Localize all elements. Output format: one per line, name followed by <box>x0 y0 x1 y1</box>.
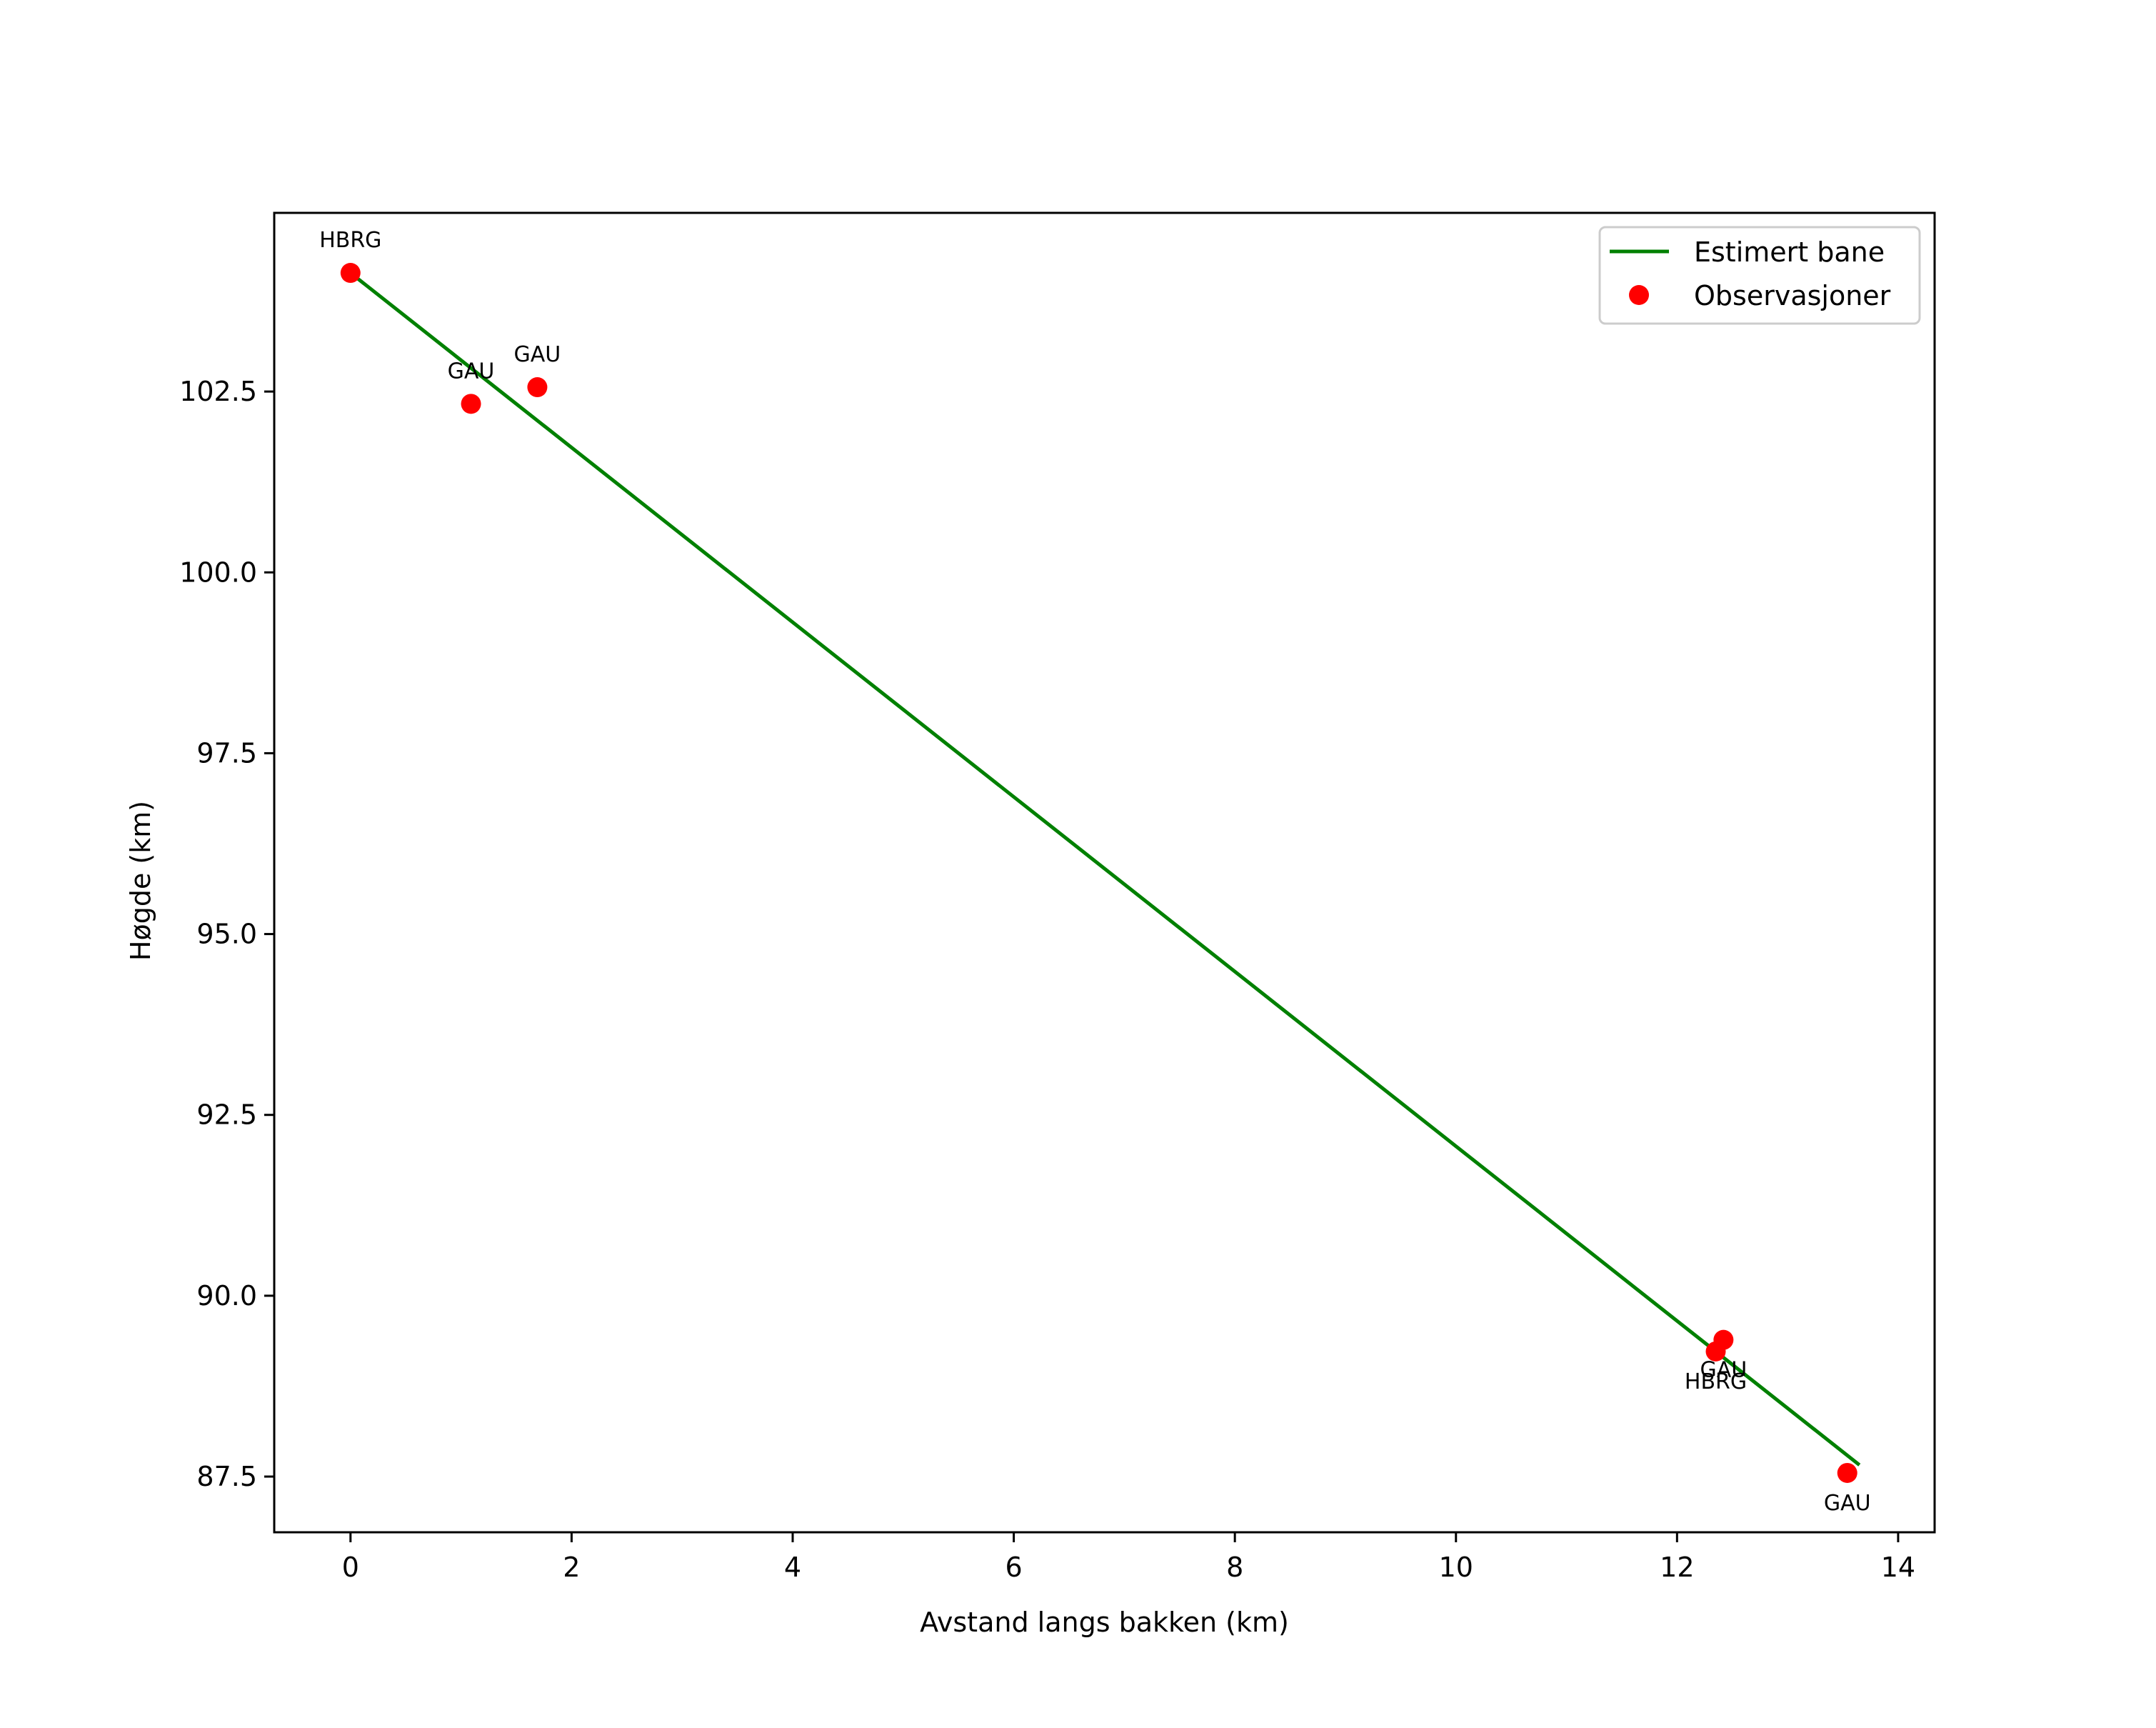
x-tick-label: 12 <box>1660 1552 1694 1583</box>
y-axis-ticks: 87.5 90.0 92.5 95.0 97.5 100.0 102.5 <box>179 376 274 1492</box>
x-tick-label: 14 <box>1881 1552 1915 1583</box>
legend-dot-swatch <box>1629 285 1649 305</box>
y-tick-label: 97.5 <box>196 737 257 769</box>
observation-point <box>461 394 481 414</box>
legend-item-observasjoner: Observasjoner <box>1629 280 1891 311</box>
observation-point <box>527 377 548 398</box>
x-tick-label: 4 <box>784 1552 801 1583</box>
station-label: GAU <box>1700 1358 1747 1383</box>
station-label: HBRG <box>1685 1369 1747 1394</box>
x-tick-label: 10 <box>1439 1552 1473 1583</box>
x-tick-label: 6 <box>1005 1552 1022 1583</box>
x-axis-label: Avstand langs bakken (km) <box>920 1607 1289 1638</box>
station-label: GAU <box>448 359 495 384</box>
estimated-trajectory-line <box>349 271 1861 1467</box>
series-layer <box>340 263 1861 1483</box>
y-tick-label: 100.0 <box>179 556 257 588</box>
x-tick-label: 2 <box>563 1552 580 1583</box>
observation-point <box>1705 1341 1726 1362</box>
y-tick-label: 87.5 <box>196 1461 257 1492</box>
y-tick-label: 102.5 <box>179 376 257 407</box>
x-tick-label: 8 <box>1226 1552 1243 1583</box>
legend-label: Estimert bane <box>1694 236 1885 268</box>
x-tick-label: 0 <box>342 1552 359 1583</box>
legend-box <box>1598 226 1921 325</box>
axes-frame <box>273 211 1936 1534</box>
observation-point <box>340 263 361 284</box>
legend: Estimert bane Observasjoner <box>1598 226 1921 325</box>
x-axis-ticks: 0 2 4 6 8 10 12 14 <box>342 1532 1915 1583</box>
observation-point <box>1837 1462 1857 1483</box>
y-tick-label: 95.0 <box>196 919 257 950</box>
y-tick-label: 92.5 <box>196 1099 257 1131</box>
station-label: GAU <box>514 342 561 367</box>
y-tick-label: 90.0 <box>196 1280 257 1312</box>
station-label: HBRG <box>319 228 381 253</box>
y-axis-label: Høgde (km) <box>125 801 156 961</box>
station-label: GAU <box>1824 1491 1871 1516</box>
legend-item-estimert-bane: Estimert bane <box>1610 236 1885 268</box>
legend-label: Observasjoner <box>1694 280 1891 311</box>
